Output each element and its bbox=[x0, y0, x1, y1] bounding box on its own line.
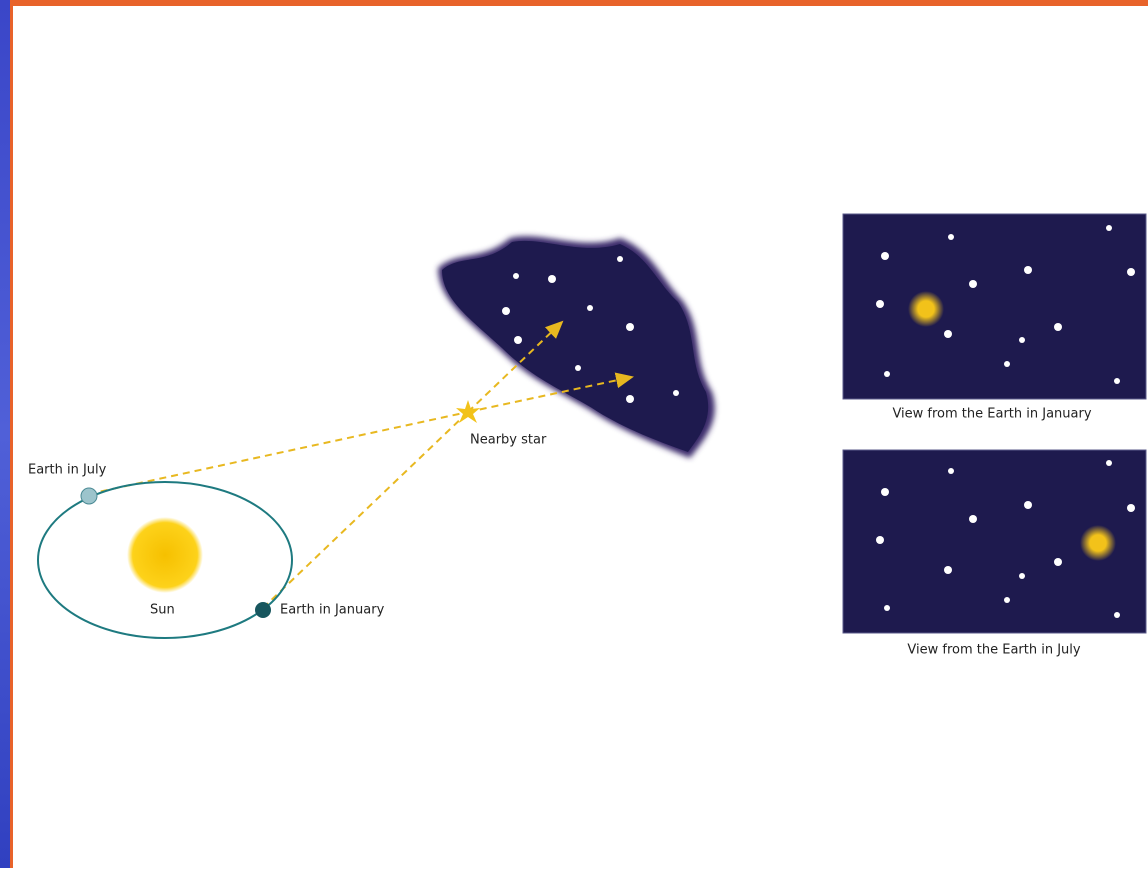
nearby-star bbox=[456, 400, 480, 423]
page: Earth in July Earth in January Sun Nearb… bbox=[0, 0, 1148, 868]
top-bar bbox=[0, 0, 1148, 6]
caption: View from the Earth in January bbox=[892, 407, 1091, 422]
diagram: Earth in July Earth in January Sun Nearb… bbox=[0, 0, 1148, 868]
label: Earth in July bbox=[28, 463, 107, 478]
label: Earth in January bbox=[280, 603, 385, 618]
sun bbox=[127, 517, 203, 593]
caption: View from the Earth in July bbox=[907, 643, 1080, 658]
label: Sun bbox=[150, 603, 175, 618]
side-bar bbox=[0, 0, 10, 868]
view-panel bbox=[843, 214, 1146, 399]
side-edge bbox=[10, 6, 13, 868]
sky-patch bbox=[438, 236, 715, 458]
earth-july bbox=[81, 488, 97, 504]
label: Nearby star bbox=[470, 433, 547, 448]
earth-january bbox=[255, 602, 271, 618]
view-panel bbox=[843, 450, 1146, 633]
